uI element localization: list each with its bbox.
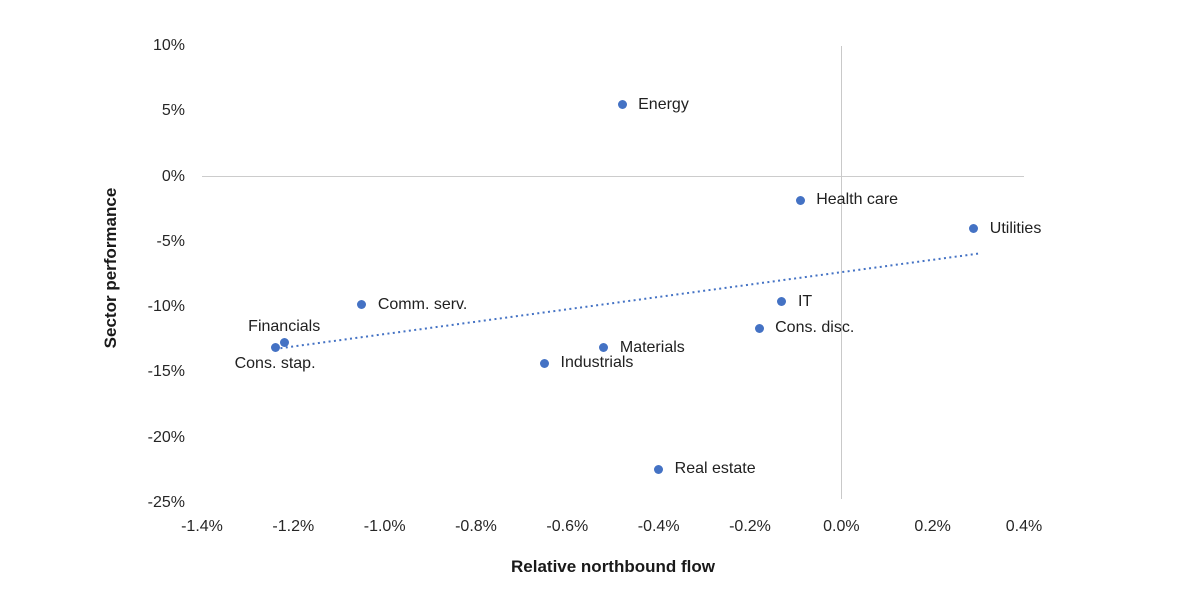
- x-tick-label: 0.2%: [914, 518, 951, 535]
- x-axis-title: Relative northbound flow: [511, 557, 715, 576]
- y-tick-label: 10%: [152, 37, 185, 54]
- x-tick-label: -1.0%: [363, 518, 406, 535]
- data-point-health-care: [795, 195, 805, 205]
- data-point-energy: [617, 100, 627, 110]
- data-point-real-estate: [654, 464, 664, 474]
- y-tick-label: 0%: [161, 167, 185, 185]
- y-tick-label: -20%: [147, 428, 185, 446]
- data-point-financials: [279, 337, 289, 347]
- x-tick-label: -1.2%: [272, 518, 315, 535]
- x-tick-label: -0.8%: [455, 518, 497, 535]
- x-tick-label: -0.6%: [546, 518, 589, 535]
- y-tick-label: -15%: [147, 363, 185, 381]
- point-label-financials: Financials: [248, 318, 321, 336]
- point-label-comm-serv: Comm. serv.: [377, 295, 468, 313]
- data-point-cons-disc: [754, 323, 764, 333]
- x-tick-label: -0.2%: [729, 518, 771, 535]
- point-label-industrials: Industrials: [560, 354, 634, 372]
- y-tick-label: 5%: [161, 102, 185, 120]
- point-label-utilities: Utilities: [989, 219, 1042, 237]
- point-label-real-estate: Real estate: [674, 460, 756, 478]
- y-tick-label: -5%: [156, 232, 185, 250]
- x-tick-label: 0.0%: [823, 518, 860, 535]
- y-zero-line: [840, 46, 842, 499]
- point-label-it: IT: [797, 292, 813, 310]
- data-point-utilities: [969, 224, 979, 234]
- data-point-industrials: [540, 358, 549, 368]
- x-tick-label: 0.4%: [1005, 518, 1043, 535]
- y-tick-label: -25%: [147, 494, 185, 511]
- y-tick-label: -10%: [147, 298, 185, 316]
- point-label-cons-stap: Cons. stap.: [234, 354, 316, 372]
- point-label-energy: Energy: [638, 95, 689, 113]
- data-point-materials: [599, 343, 609, 353]
- data-point-comm-serv: [357, 300, 367, 310]
- point-label-materials: Materials: [619, 338, 685, 356]
- x-zero-line: [202, 176, 1024, 178]
- point-label-cons-disc: Cons. disc.: [775, 319, 855, 337]
- data-point-cons-stap: [270, 343, 280, 353]
- data-point-it: [777, 297, 787, 307]
- x-tick-label: -1.4%: [181, 518, 223, 535]
- x-tick-label: -0.4%: [637, 518, 680, 535]
- point-label-health-care: Health care: [816, 191, 899, 209]
